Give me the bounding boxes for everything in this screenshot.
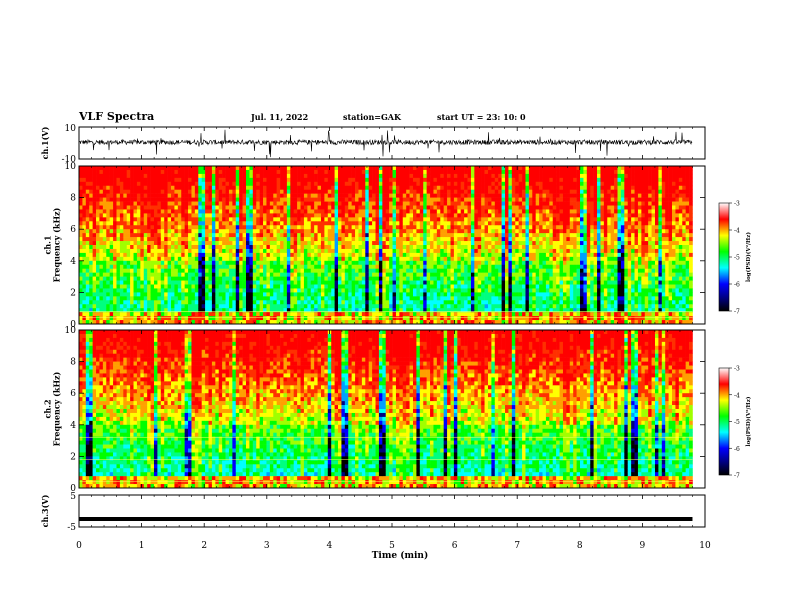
colorbar-tick-label: -6 xyxy=(734,446,740,453)
y-tick-label: 0 xyxy=(70,320,76,330)
x-tick-label: 4 xyxy=(327,541,333,551)
colorbar-tick-label: -7 xyxy=(734,473,740,480)
colorbar xyxy=(718,367,730,476)
y-tick-label: 2 xyxy=(70,288,76,298)
y-tick-label: 8 xyxy=(70,194,76,204)
x-tick-label: 10 xyxy=(699,541,711,551)
y-tick-label: -10 xyxy=(62,155,77,165)
x-tick-label: 9 xyxy=(640,541,646,551)
colorbar-tick-label: -4 xyxy=(734,392,740,399)
y-tick-label: 5 xyxy=(70,492,76,502)
x-tick-label: 7 xyxy=(514,541,520,551)
spectrogram-ylabel: Frequency (kHz) xyxy=(52,371,62,446)
ch1-waveform-line xyxy=(78,129,693,158)
colorbar xyxy=(718,202,730,312)
ch3-ylabel: ch.3(V) xyxy=(40,494,50,527)
spectrogram-ylabel: ch.2 xyxy=(43,399,53,418)
start-time-label: start UT = 23: 10: 0 xyxy=(437,112,526,122)
spectrogram-ylabel: Frequency (kHz) xyxy=(52,207,62,282)
x-tick-label: 8 xyxy=(577,541,583,551)
y-tick-label: 10 xyxy=(65,162,77,172)
y-tick-label: 6 xyxy=(70,389,76,399)
colorbar-label: log(PSD)(V²/Hz) xyxy=(745,396,752,446)
spectrogram-cells xyxy=(79,166,693,325)
ch1-ylabel: ch.1(V) xyxy=(40,126,50,159)
colorbar-tick-label: -3 xyxy=(734,201,740,208)
colorbar-tick-label: -5 xyxy=(734,255,740,262)
figure-title: VLF Spectra xyxy=(79,110,155,123)
y-tick-label: 10 xyxy=(65,124,77,134)
colorbar-tick-label: -6 xyxy=(734,282,740,289)
y-tick-label: 0 xyxy=(70,484,76,494)
x-tick-label: 1 xyxy=(139,541,145,551)
x-axis-label: Time (min) xyxy=(372,550,429,561)
spectrogram-ylabel: ch.1 xyxy=(43,235,53,254)
date-label: Jul. 11, 2022 xyxy=(251,112,309,122)
spectrogram-cells xyxy=(79,330,693,489)
x-tick-label: 0 xyxy=(76,541,82,551)
y-tick-label: 10 xyxy=(65,326,77,336)
x-tick-label: 5 xyxy=(389,541,395,551)
colorbar-tick-label: -5 xyxy=(734,419,740,426)
y-tick-label: 4 xyxy=(70,257,76,267)
colorbar-tick-label: -7 xyxy=(734,309,740,316)
ch3-waveform-frame xyxy=(78,494,706,528)
y-tick-label: -5 xyxy=(67,523,76,533)
colorbar-tick-label: -3 xyxy=(734,366,740,373)
x-tick-label: 3 xyxy=(264,541,270,551)
station-label: station=GAK xyxy=(343,112,401,122)
y-tick-label: 6 xyxy=(70,225,76,235)
y-tick-label: 4 xyxy=(70,421,76,431)
x-tick-label: 2 xyxy=(201,541,207,551)
y-tick-label: 2 xyxy=(70,452,76,462)
y-tick-label: 8 xyxy=(70,358,76,368)
colorbar-label: log(PSD)(V²/Hz) xyxy=(745,232,752,282)
x-tick-label: 6 xyxy=(452,541,458,551)
colorbar-tick-label: -4 xyxy=(734,228,740,235)
